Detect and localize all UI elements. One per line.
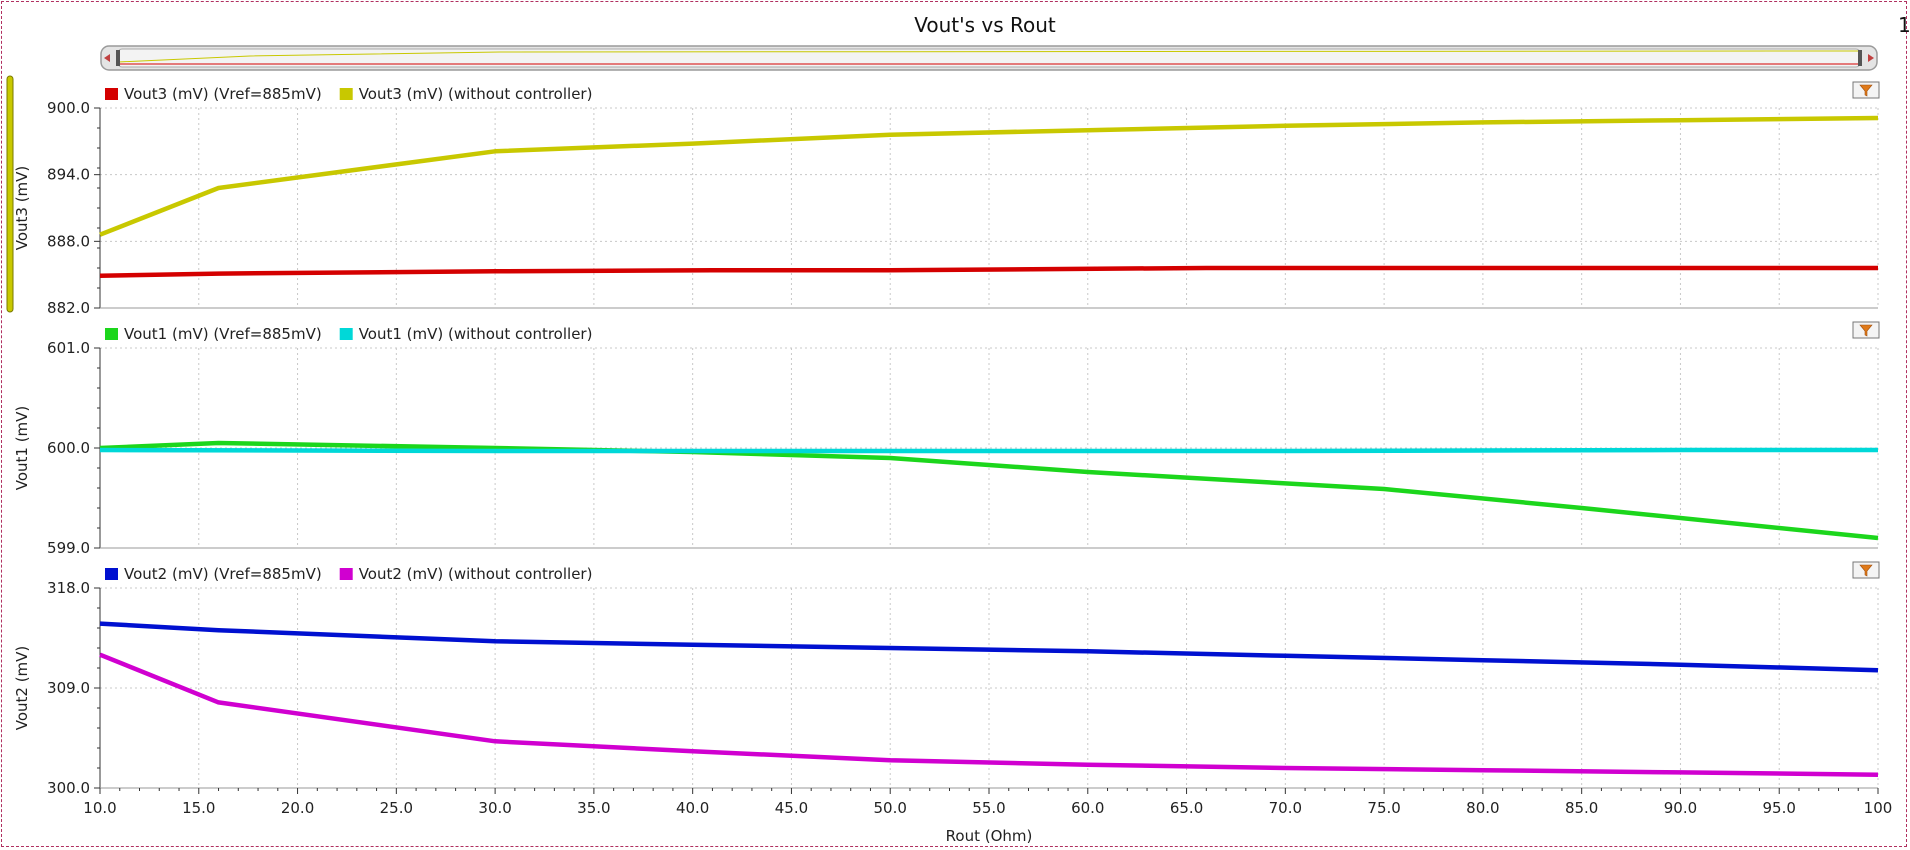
x-tick-label: 20.0 [281,799,314,817]
x-tick-label: 30.0 [478,799,511,817]
vertical-slider[interactable] [6,75,14,313]
legend-label: Vout3 (mV) (Vref=885mV) [124,85,322,103]
x-tick-label: 45.0 [775,799,808,817]
x-tick-label: 95.0 [1763,799,1796,817]
plot-panel: 900.0 894.0 888.0 882.0 Vout3 (mV) Vout3 (mV)… [13,81,1880,317]
y-tick-label: 900.0 [47,99,90,117]
chart-title: Vout's vs Rout [914,13,1056,37]
x-tick-label: 65.0 [1170,799,1203,817]
x-tick-label: 35.0 [577,799,610,817]
legend-label: Vout2 (mV) (Vref=885mV) [124,565,322,583]
x-tick-label: 40.0 [676,799,709,817]
x-tick-label: 60.0 [1071,799,1104,817]
overview-slider[interactable] [100,45,1878,71]
legend-label: Vout3 (mV) (without controller) [359,85,593,103]
filter-funnel-icon[interactable] [1852,321,1880,339]
series-line[interactable] [99,115,1879,237]
y-axis-title: Vout3 (mV) [13,166,31,251]
legend-item[interactable]: Vout1 (mV) (without controller) [339,325,593,343]
x-tick-label: 10.0 [83,799,116,817]
x-tick-label: 100 [1864,799,1893,817]
filter-funnel-icon[interactable] [1852,81,1880,99]
x-tick-label: 90.0 [1664,799,1697,817]
series-line[interactable] [99,447,1878,454]
plot-panel: 601.0 600.0 599.0 Vout1 (mV) Vout1 (mV) (Vre… [13,321,1880,557]
legend-label: Vout1 (mV) (without controller) [359,325,593,343]
y-tick-label: 888.0 [47,232,90,250]
y-tick-label: 882.0 [47,299,90,317]
arrow-left-icon[interactable] [104,54,110,62]
filter-funnel-icon[interactable] [1852,561,1880,579]
x-tick-label: 85.0 [1565,799,1598,817]
x-tick-label: 25.0 [380,799,413,817]
y-tick-label: 601.0 [47,339,90,357]
x-tick-label: 80.0 [1466,799,1499,817]
legend-item[interactable]: Vout2 (mV) (without controller) [339,565,593,583]
slider-handle-right[interactable] [1858,50,1862,66]
x-tick-label: 75.0 [1367,799,1400,817]
series-line[interactable] [99,621,1879,673]
overview-line [117,50,1861,63]
series-line[interactable] [99,652,1879,777]
legend-swatch [105,328,118,340]
y-tick-label: 600.0 [47,439,90,457]
legend-label: Vout1 (mV) (Vref=885mV) [124,325,322,343]
x-axis-title: Rout (Ohm) [946,827,1033,845]
legend-swatch [339,88,353,100]
x-tick-label: 15.0 [182,799,215,817]
y-tick-label: 309.0 [47,679,90,697]
y-tick-label: 318.0 [47,579,90,597]
y-tick-label: 300.0 [47,779,90,797]
series-line[interactable] [99,265,1878,279]
slider-handle-left[interactable] [116,50,120,66]
legend-item[interactable]: Vout3 (mV) (without controller) [339,85,593,103]
plot-panel: 318.0 309.0 300.0 Vout2 (mV) Vout2 (mV) (Vre… [13,561,1880,797]
y-tick-label: 894.0 [47,166,90,184]
legend-swatch [105,568,118,580]
x-tick-label: 50.0 [874,799,907,817]
y-tick-label: 599.0 [47,539,90,557]
series-line[interactable] [99,440,1879,541]
y-axis-title: Vout2 (mV) [13,646,31,731]
y-axis-title: Vout1 (mV) [13,406,31,491]
x-tick-label: 55.0 [972,799,1005,817]
x-tick-label: 70.0 [1269,799,1302,817]
arrow-right-icon[interactable] [1868,54,1874,62]
legend-label: Vout2 (mV) (without controller) [359,565,593,583]
corner-label: 1 [1898,13,1910,37]
legend-item[interactable]: Vout1 (mV) (Vref=885mV) [105,325,322,343]
legend-swatch [339,568,353,580]
legend-item[interactable]: Vout3 (mV) (Vref=885mV) [105,85,322,103]
legend-swatch [105,88,118,100]
legend-item[interactable]: Vout2 (mV) (Vref=885mV) [105,565,322,583]
legend-swatch [339,328,353,340]
